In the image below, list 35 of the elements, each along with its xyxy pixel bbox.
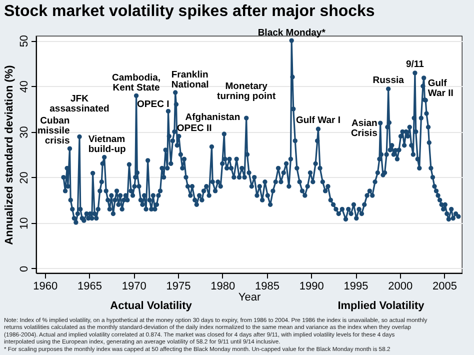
y-axis-title: Annualized standard deviation (%) [4,64,16,245]
annotation: Monetary turning point [217,81,276,102]
annotation: Gulf War II [428,78,454,99]
x-axis-title: Year [238,292,261,304]
x-tick-label: 2005 [432,280,457,292]
annotation: Franklin National [171,70,209,91]
y-tick-label: 40 [18,80,30,93]
x-tick-label: 1980 [210,280,236,292]
x-tick-label: 1960 [33,280,58,292]
annotation: Asian Crisis [350,118,378,140]
y-tick-label: 50 [18,34,30,48]
annotation: Afghanistan [185,112,240,123]
text: Actual Volatility [110,300,193,312]
annotation: Gulf War I [296,114,340,126]
x-tick-label: 1965 [78,280,102,292]
text: Implied Volatility [338,300,426,312]
y-tick-label: 0 [18,266,30,272]
annotation: Russia [372,74,405,86]
x-tick-label: 1995 [344,280,368,292]
annotation: OPEC I [137,99,170,110]
x-tick-label: 1990 [299,280,324,292]
annotation: Cuban missile crisis [38,116,70,147]
annotation: 9/11 [406,58,425,70]
y-tick-label: 20 [18,172,30,184]
annotation: JFK assassinated [50,94,110,115]
x-tick-label: 1985 [255,280,280,292]
x-tick-label: 1975 [166,280,191,292]
x-tick-label: 2000 [388,280,413,292]
annotation: Black Monday* [258,28,326,39]
x-tick-label: 1970 [122,280,146,292]
chart-title: Stock market volatility spikes after major shocks [4,3,375,20]
y-tick-label: 10 [18,217,30,230]
annotation: Vietnam build-up [88,134,126,156]
annotation: Cambodia, Kent State [112,72,161,94]
y-tick-label: 30 [18,126,30,138]
